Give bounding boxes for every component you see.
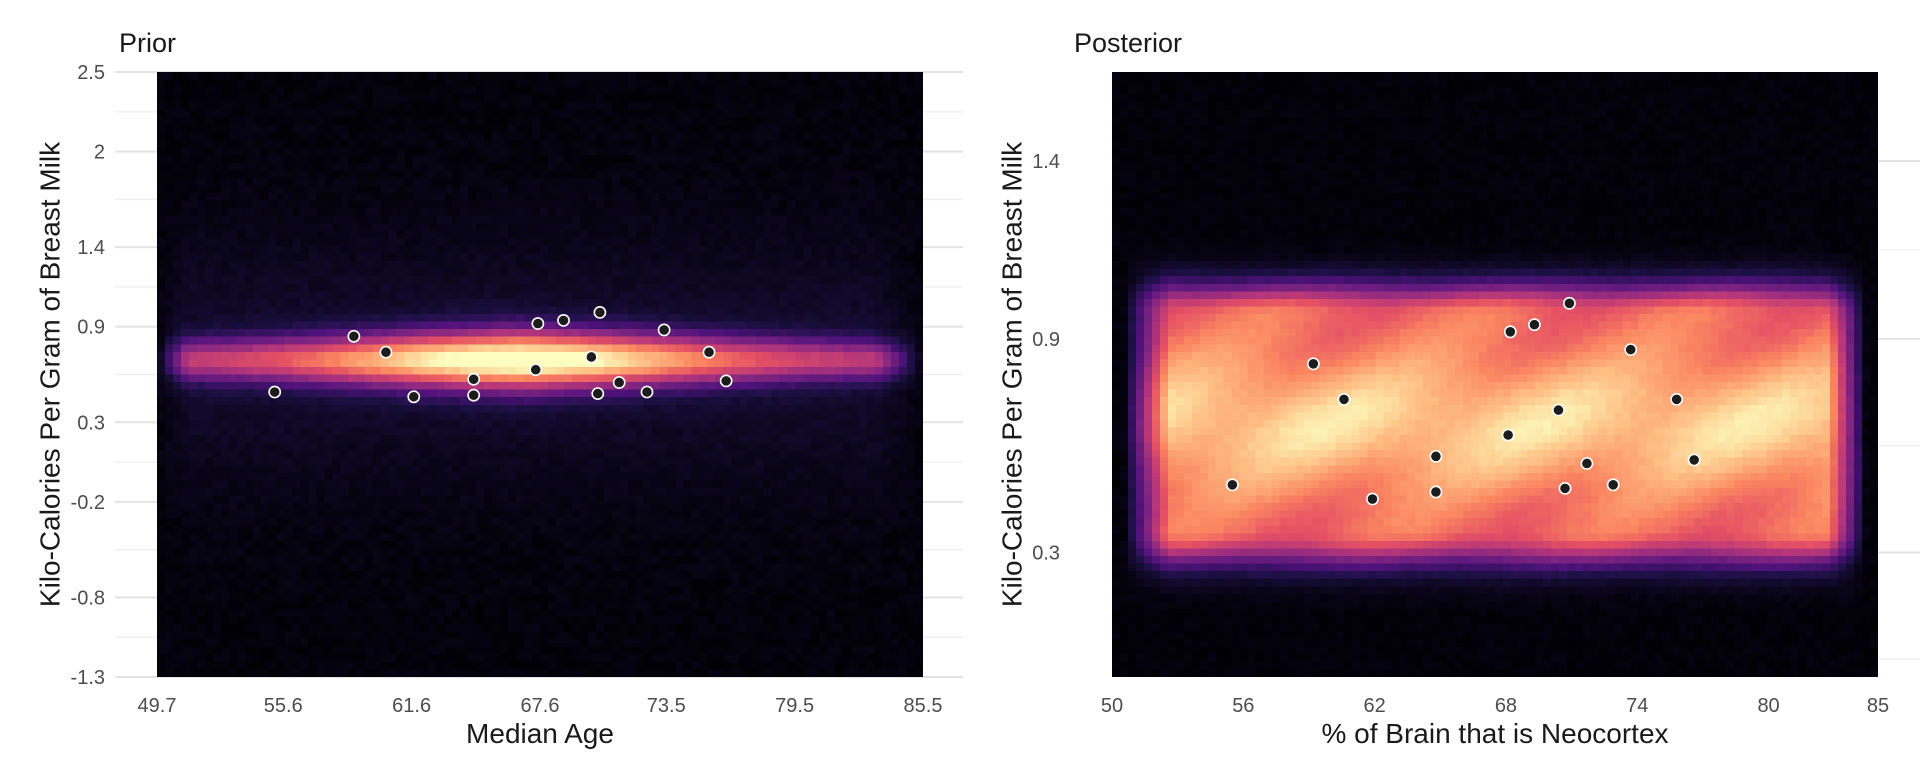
data-point [1558,481,1572,495]
prior-panel: 49.7 55.6 61.6 67.6 73.5 79.5 85.5 -1.3 -0.8 -0.… [34,28,963,749]
x-tick-label: 80 [1757,695,1779,717]
posterior-title: Posterior [1074,28,1182,58]
data-point [379,345,393,359]
data-point [593,306,607,319]
posterior-heatmap [1112,72,1878,677]
data-point [612,376,626,389]
data-point [1366,492,1379,506]
data-point [1429,449,1443,463]
data-point [529,363,543,377]
y-tick-label: 0.3 [77,412,105,434]
prior-y-tick-labels: -1.3 -0.8 -0.2 0.3 0.9 1.4 2 2.5 [71,62,105,689]
data-point [1670,393,1684,406]
prior-heatmap-canvas [157,72,923,677]
data-point [719,374,733,388]
prior-heatmap [157,72,923,677]
data-point [702,345,716,359]
data-point [407,390,421,404]
x-tick-label: 62 [1364,695,1386,717]
data-point [467,372,481,386]
posterior-x-axis-title: % of Brain that is Neocortex [1321,718,1668,749]
x-tick-label: 73.5 [647,695,686,717]
x-tick-label: 50 [1101,695,1123,717]
y-tick-label: -0.2 [71,492,105,514]
data-point [1624,343,1638,356]
posterior-panel: 50 56 62 68 74 80 85 0.3 0.9 1.4 Posterior % of … [996,28,1920,749]
data-point [640,385,654,399]
data-point [268,385,282,399]
y-tick-label: 2 [94,142,105,164]
prior-y-axis-title: Kilo-Calories Per Gram of Breast Milk [34,141,65,607]
y-tick-label: 1.4 [1032,151,1060,173]
prior-title: Prior [119,28,176,58]
data-point [1687,453,1701,467]
x-tick-label: 56 [1232,695,1254,717]
x-tick-label: 55.6 [264,695,303,717]
data-point [1606,478,1620,492]
data-point [1429,485,1443,499]
data-point [1225,478,1239,492]
data-point [1563,296,1576,310]
data-point [531,317,545,330]
data-point [1503,325,1517,339]
posterior-x-tick-labels: 50 56 62 68 74 80 85 [1101,695,1889,717]
y-tick-label: 1.4 [77,237,105,259]
data-point [557,313,570,327]
data-point [1306,357,1320,371]
x-tick-label: 85.5 [904,695,943,717]
x-tick-label: 85 [1867,695,1889,717]
posterior-points [1225,296,1701,506]
x-tick-label: 61.6 [392,695,431,717]
y-tick-label: 2.5 [77,62,105,84]
data-point [347,329,361,343]
data-point [467,388,481,402]
posterior-y-axis-title: Kilo-Calories Per Gram of Breast Milk [996,141,1027,607]
prior-points [268,306,733,404]
posterior-heatmap-canvas [1112,72,1878,677]
x-tick-label: 67.6 [521,695,560,717]
prior-x-axis-title: Median Age [466,718,614,749]
data-point [1501,428,1515,442]
x-tick-label: 74 [1626,695,1648,717]
data-point [1552,403,1565,417]
y-tick-label: 0.3 [1032,542,1060,564]
data-point [1337,393,1351,406]
y-tick-label: 0.9 [77,317,105,339]
prior-x-tick-labels: 49.7 55.6 61.6 67.6 73.5 79.5 85.5 [138,695,943,717]
x-tick-label: 79.5 [775,695,814,717]
posterior-y-tick-labels: 0.3 0.9 1.4 [1032,151,1060,564]
y-tick-label: -1.3 [71,667,105,689]
data-point [1580,457,1594,470]
y-tick-label: 0.9 [1032,329,1060,351]
y-tick-label: -0.8 [71,587,105,609]
data-point [584,350,598,364]
data-point [657,323,671,337]
data-point [591,387,605,401]
data-point [1527,318,1541,332]
x-tick-label: 49.7 [138,695,177,717]
x-tick-label: 68 [1495,695,1517,717]
